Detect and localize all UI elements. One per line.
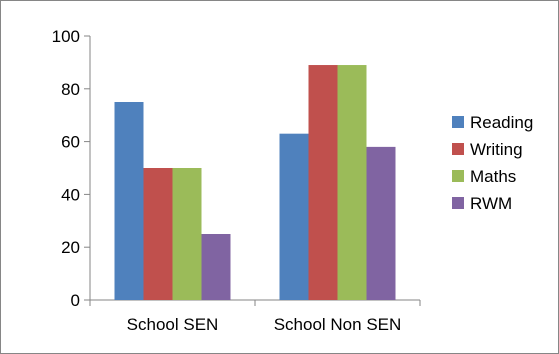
- bar-maths-1: [172, 168, 202, 300]
- legend-swatch-writing: [452, 143, 464, 155]
- bar-rwm-1: [201, 234, 231, 300]
- category-label: School SEN: [127, 315, 219, 334]
- bar-writing-1: [143, 168, 173, 300]
- legend-label-writing: Writing: [470, 140, 523, 159]
- bar-rwm-2: [366, 146, 396, 300]
- y-tick-label: 40: [61, 185, 80, 204]
- bar-maths-2: [337, 65, 367, 300]
- legend-label-maths: Maths: [470, 167, 516, 186]
- y-tick-label: 20: [61, 238, 80, 257]
- category-label: School Non SEN: [274, 315, 402, 334]
- bars: [114, 65, 396, 300]
- y-tick-label: 100: [52, 27, 80, 46]
- y-tick-label: 0: [71, 291, 80, 310]
- legend: Reading Writing Maths RWM: [452, 113, 533, 213]
- legend-label-reading: Reading: [470, 113, 533, 132]
- bar-writing-2: [308, 65, 338, 300]
- legend-swatch-reading: [452, 116, 464, 128]
- x-axis: [89, 299, 421, 306]
- legend-swatch-maths: [452, 170, 464, 182]
- category-labels: School SEN School Non SEN: [127, 315, 402, 334]
- bar-reading-2: [279, 133, 309, 300]
- bar-reading-1: [114, 102, 144, 300]
- y-axis: 0 20 40 60 80 100: [52, 27, 91, 310]
- y-tick-label: 80: [61, 80, 80, 99]
- legend-label-rwm: RWM: [470, 194, 512, 213]
- y-tick-label: 60: [61, 133, 80, 152]
- legend-swatch-rwm: [452, 197, 464, 209]
